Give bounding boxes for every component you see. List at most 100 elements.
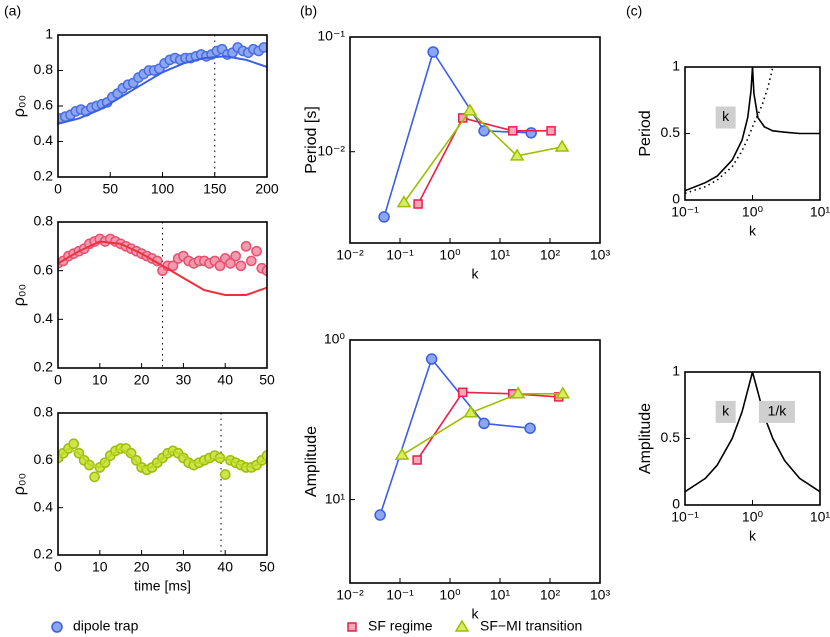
x-tick-label: 10⁻² (336, 587, 364, 603)
x-tick-label: 10⁻¹ (386, 247, 414, 263)
series-line (685, 67, 774, 195)
data-point (167, 260, 179, 272)
data-point (412, 455, 422, 465)
data-point (378, 211, 390, 223)
y-tick-label: 0.4 (34, 310, 54, 326)
y-tick-label: 10¹ (325, 490, 346, 506)
data-point (214, 260, 226, 272)
panel-label: (a) (4, 3, 21, 19)
annotation-box (758, 400, 795, 423)
plot-area (374, 353, 571, 521)
plot-area (58, 438, 267, 483)
legend-label: SF regime (368, 618, 433, 634)
series-line (685, 372, 820, 493)
x-tick-label: 10¹ (490, 587, 511, 603)
data-point (219, 469, 231, 480)
x-tick-label: 50 (102, 181, 118, 197)
y-tick-label: 0.6 (34, 97, 54, 113)
data-point (374, 509, 386, 521)
data-point (510, 386, 526, 399)
x-tick-label: 10¹ (810, 204, 830, 220)
x-tick-label: 10⁻¹ (386, 587, 414, 603)
series-line (403, 109, 563, 204)
y-tick-label: 1 (45, 26, 53, 42)
x-tick-label: 10⁻² (336, 247, 364, 263)
plot-frame (57, 412, 268, 556)
data-point (230, 250, 241, 262)
data-point (240, 240, 252, 252)
y-tick-label: 0.5 (661, 429, 681, 445)
plot-frame (684, 371, 821, 506)
y-tick-label: 0.4 (34, 498, 54, 514)
x-tick-label: 50 (259, 372, 275, 388)
y-tick-label: 10⁻² (317, 142, 345, 158)
legend-label: SF−MI transition (480, 618, 582, 634)
data-point (225, 258, 236, 269)
series-line (379, 357, 531, 516)
y-axis-label: Amplitude (637, 403, 654, 474)
data-point (509, 148, 525, 161)
plot-frame (349, 36, 601, 244)
y-axis-label: Period (637, 110, 654, 156)
y-tick-label: 0 (672, 496, 680, 512)
data-point (546, 126, 556, 136)
y-tick-label: 0.6 (34, 261, 54, 277)
data-point (89, 471, 100, 483)
data-point (508, 126, 518, 136)
data-point (396, 195, 412, 208)
y-tick-label: 0.8 (34, 61, 54, 77)
series-line (58, 55, 267, 125)
y-tick-label: 0.2 (34, 359, 54, 375)
y-axis-label: ρ₀₀ (11, 95, 28, 117)
y-tick-label: 0.8 (34, 404, 54, 420)
x-tick-label: 150 (203, 181, 227, 197)
x-tick-label: 10¹ (490, 247, 511, 263)
x-tick-label: 10² (540, 247, 561, 263)
legend-marker (454, 619, 470, 632)
legend-label: dipole trap (73, 618, 139, 634)
panel-label: (b) (300, 3, 317, 19)
data-point (258, 42, 267, 53)
x-tick-label: 50 (259, 559, 275, 575)
x-tick-label: 10⁻¹ (671, 509, 699, 525)
series-line (58, 447, 267, 469)
annotation: k (722, 108, 730, 124)
y-tick-label: 0.2 (34, 546, 54, 562)
x-tick-label: 20 (134, 372, 150, 388)
y-tick-label: 10⁰ (324, 331, 346, 347)
x-tick-label: 100 (151, 181, 175, 197)
x-tick-label: 30 (176, 559, 192, 575)
x-tick-label: 0 (54, 559, 62, 575)
x-axis-label: k (472, 266, 480, 282)
y-tick-label: 0.2 (34, 168, 54, 184)
data-point (524, 422, 536, 434)
y-tick-label: 0 (672, 191, 680, 207)
annotation: k (722, 403, 730, 419)
x-tick-label: 0 (54, 181, 62, 197)
data-point (425, 353, 438, 365)
x-axis-label: k (472, 606, 480, 622)
y-tick-label: 0.5 (661, 124, 681, 140)
series-line (417, 116, 552, 205)
x-tick-label: 10⁰ (742, 509, 764, 525)
x-tick-label: 10² (540, 587, 561, 603)
series-line (58, 240, 267, 296)
y-axis-label: ρ₀₀ (11, 473, 28, 495)
data-point (478, 125, 490, 137)
annotation-box (715, 106, 736, 129)
legend-marker (347, 622, 357, 632)
data-point (478, 417, 490, 430)
x-axis-label: k (749, 528, 757, 544)
series-line (416, 391, 559, 461)
series-line (685, 67, 820, 192)
data-point (68, 438, 80, 450)
series-line (383, 50, 532, 218)
x-axis-label: time [ms] (134, 578, 191, 594)
data-point (235, 260, 247, 272)
x-tick-label: 10 (92, 372, 108, 388)
y-axis-label: Period [s] (303, 106, 320, 174)
x-tick-label: 40 (217, 372, 233, 388)
data-point (394, 447, 410, 460)
legend-marker (51, 621, 63, 633)
